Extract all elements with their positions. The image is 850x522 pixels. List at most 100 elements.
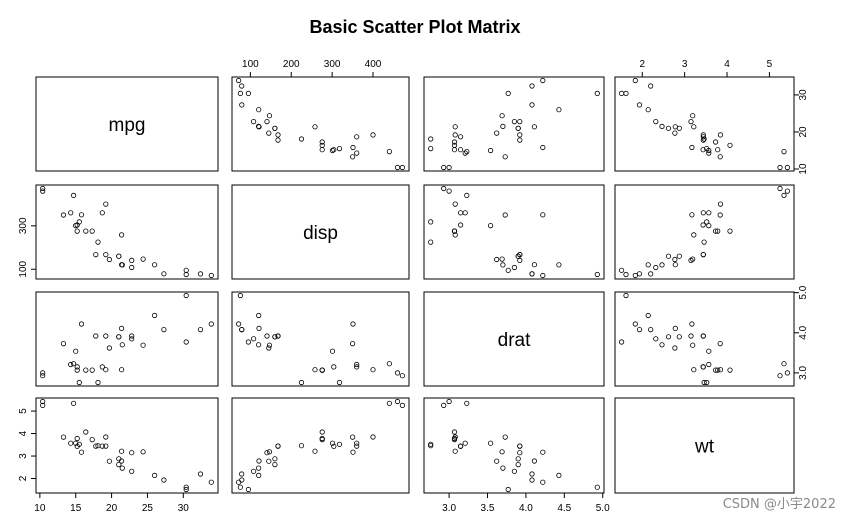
data-point xyxy=(272,334,278,340)
data-point xyxy=(264,450,270,456)
data-point xyxy=(40,185,46,192)
data-point xyxy=(103,434,109,440)
data-point xyxy=(40,370,46,376)
data-point xyxy=(74,364,80,370)
data-point xyxy=(95,239,101,245)
data-point xyxy=(312,448,318,454)
data-point xyxy=(129,264,135,271)
data-point xyxy=(236,479,242,485)
data-point xyxy=(394,164,401,171)
panel-wt-vs-disp xyxy=(231,397,410,494)
data-point xyxy=(60,212,67,218)
data-point xyxy=(623,271,629,278)
data-point xyxy=(93,252,99,258)
data-point xyxy=(354,150,360,156)
panel-frame xyxy=(614,76,795,172)
data-point xyxy=(645,262,651,268)
data-point xyxy=(690,113,696,119)
data-point xyxy=(256,458,262,464)
data-point xyxy=(688,333,694,339)
data-point xyxy=(329,348,336,354)
panel-frame xyxy=(423,397,605,494)
data-point xyxy=(648,83,654,89)
data-point xyxy=(688,257,694,263)
panel-mpg-vs-drat xyxy=(423,76,605,172)
y-tick-label: 10 xyxy=(798,163,809,175)
data-point xyxy=(428,219,434,225)
data-point xyxy=(239,477,245,483)
data-point xyxy=(319,139,325,145)
data-point xyxy=(83,228,89,234)
data-point xyxy=(777,164,783,171)
data-point xyxy=(319,147,325,153)
data-point xyxy=(103,443,109,449)
data-point xyxy=(462,440,468,446)
data-point xyxy=(106,458,113,464)
data-point xyxy=(451,139,458,145)
panel-frame xyxy=(231,291,410,387)
data-point xyxy=(275,137,281,143)
data-point xyxy=(540,77,546,84)
data-point xyxy=(183,271,189,278)
data-point xyxy=(645,107,651,113)
data-point xyxy=(103,201,109,207)
data-point xyxy=(251,336,257,342)
x-tick-label: 30 xyxy=(178,503,190,514)
data-point xyxy=(700,132,706,138)
panel-frame xyxy=(231,184,410,280)
data-point xyxy=(129,257,135,263)
data-point xyxy=(706,223,712,229)
data-point xyxy=(237,484,243,490)
panel-frame xyxy=(35,184,219,280)
data-point xyxy=(264,119,270,125)
panel-disp-vs-mpg xyxy=(35,184,219,280)
y-tick-label: 300 xyxy=(18,217,29,234)
data-point xyxy=(264,333,270,339)
data-point xyxy=(95,443,101,449)
data-point xyxy=(428,136,434,142)
data-point xyxy=(119,342,125,348)
data-point xyxy=(354,443,360,449)
x-tick-label: 300 xyxy=(324,59,341,70)
data-point xyxy=(40,373,46,379)
data-point xyxy=(689,144,695,151)
data-point xyxy=(632,77,638,84)
data-point xyxy=(717,212,723,218)
data-point xyxy=(511,119,518,125)
data-point xyxy=(78,321,85,327)
variable-label-mpg: mpg xyxy=(109,115,146,136)
data-point xyxy=(452,124,458,130)
data-point xyxy=(183,484,189,490)
data-point xyxy=(129,333,135,339)
data-point xyxy=(781,361,787,367)
data-point xyxy=(659,262,665,268)
watermark: CSDN @小宇2022 xyxy=(722,497,836,512)
data-point xyxy=(691,367,697,373)
data-point xyxy=(245,339,251,345)
data-point xyxy=(89,228,95,234)
data-point xyxy=(618,90,625,97)
panel-frame xyxy=(614,291,795,387)
data-point xyxy=(298,379,305,386)
y-tick-label: 2 xyxy=(18,475,29,481)
panel-frame xyxy=(614,184,795,280)
data-point xyxy=(40,188,46,194)
data-point xyxy=(700,364,706,370)
data-point xyxy=(531,458,538,464)
data-point xyxy=(255,465,262,471)
data-point xyxy=(239,326,245,333)
data-point xyxy=(727,228,733,234)
data-point xyxy=(653,264,659,271)
data-point xyxy=(428,146,434,152)
y-tick-label: 4.0 xyxy=(798,325,809,339)
data-point xyxy=(237,90,243,97)
data-point xyxy=(129,450,135,456)
data-point xyxy=(457,147,464,153)
data-point xyxy=(636,326,643,333)
data-point xyxy=(446,188,452,194)
data-point xyxy=(331,443,337,449)
data-point xyxy=(256,312,262,319)
data-point xyxy=(665,334,672,340)
data-point xyxy=(618,267,625,273)
panel-disp-vs-wt xyxy=(614,184,795,280)
